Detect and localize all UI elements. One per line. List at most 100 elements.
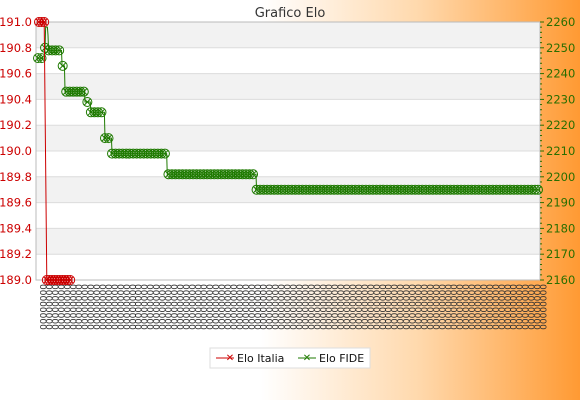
x-tick-label: 00000000: [216, 284, 226, 330]
x-tick-label: 00000000: [525, 284, 535, 330]
fide-point: [163, 169, 174, 180]
right-tick-label: 2190: [546, 196, 575, 210]
x-tick-label: 00000000: [501, 284, 511, 330]
fide-point: [47, 45, 58, 56]
x-tick-label: 00000000: [376, 284, 386, 330]
fide-point: [406, 184, 417, 195]
fide-point: [36, 53, 47, 64]
fide-point: [174, 169, 185, 180]
fide-point: [226, 169, 237, 180]
plot-band: [36, 125, 540, 151]
fide-point-cross: [84, 98, 91, 106]
x-tick-label: 00000000: [275, 284, 285, 330]
x-tick-label: 00000000: [85, 284, 95, 330]
series-elo-italia: [34, 17, 76, 285]
x-tick-label: 00000000: [251, 284, 261, 330]
fide-point: [248, 169, 259, 180]
fide-point: [240, 169, 251, 180]
fide-point-cross: [531, 186, 539, 194]
x-tick-label: 00000000: [513, 284, 523, 330]
x-tick-label: 00000000: [412, 284, 422, 330]
x-tick-label: 00000000: [108, 284, 118, 330]
fide-point: [410, 184, 421, 195]
plot-band: [36, 22, 540, 48]
fide-point: [463, 184, 474, 195]
fide-point-cross: [105, 134, 112, 142]
fide-point: [332, 184, 343, 195]
fide-point: [491, 184, 502, 195]
legend-marker-fide: ✕: [303, 353, 311, 364]
fide-point: [265, 184, 276, 195]
fide-point: [466, 184, 477, 195]
x-tick-label: 00000000: [293, 284, 303, 330]
fide-point: [477, 184, 488, 195]
fide-point: [57, 60, 68, 71]
fide-point: [181, 169, 192, 180]
right-tick-label: 2220: [546, 118, 575, 132]
fide-point: [297, 184, 308, 195]
x-tick-label: 00000000: [448, 284, 458, 330]
italia-point-cross: [64, 276, 71, 284]
x-tick-label: 00000000: [210, 284, 220, 330]
x-tick-label: 00000000: [132, 284, 142, 330]
x-tick-label: 00000000: [477, 284, 487, 330]
fide-point-cross: [38, 54, 45, 62]
fide-point: [96, 107, 107, 118]
x-tick-label: 00000000: [388, 284, 398, 330]
fide-point: [494, 184, 505, 195]
legend-box: [209, 347, 371, 369]
fide-point: [75, 86, 86, 97]
legend-label-fide: Elo FIDE: [319, 352, 364, 365]
plot-band: [36, 73, 540, 100]
x-tick-label: 00000000: [245, 284, 255, 330]
x-tick-label: 00000000: [537, 284, 547, 330]
left-axis: 189.0 189.2 189.4 189.6 189.8 190.0 190.2 190.4…: [0, 15, 32, 287]
x-tick-label: 00000000: [460, 284, 470, 330]
fide-point: [286, 184, 297, 195]
x-tick-label: 00000000: [370, 284, 380, 330]
fide-point: [121, 148, 132, 159]
fide-point: [293, 184, 304, 195]
fide-point: [445, 184, 456, 195]
x-tick-label: 00000000: [204, 284, 214, 330]
fide-point: [318, 184, 329, 195]
fide-point: [441, 184, 452, 195]
fide-point: [78, 86, 89, 97]
fide-point: [191, 169, 202, 180]
fide-point: [307, 184, 318, 195]
left-tick-label: 190.4: [0, 92, 32, 106]
fide-point: [399, 184, 410, 195]
fide-point: [392, 184, 403, 195]
x-tick-label: 00000000: [233, 284, 243, 330]
fide-point: [166, 169, 177, 180]
x-tick-label: 00000000: [120, 284, 130, 330]
x-tick-label: 00000000: [156, 284, 166, 330]
right-tick-label: 2160: [546, 273, 575, 287]
fide-point: [498, 184, 509, 195]
italia-point-cross: [48, 276, 56, 284]
fide-point: [202, 169, 213, 180]
fide-point: [138, 148, 149, 159]
x-tick-label: 00000000: [329, 284, 339, 330]
fide-point: [456, 184, 467, 195]
right-tick-label: 2260: [546, 15, 575, 29]
x-tick-label: 00000000: [162, 284, 172, 330]
fide-point: [448, 184, 459, 195]
x-tick-label: 00000000: [43, 284, 53, 330]
x-tick-label: 00000000: [364, 284, 374, 330]
italia-point: [62, 275, 73, 285]
italia-point-cross: [46, 276, 53, 284]
fide-point: [82, 96, 93, 107]
fide-point: [117, 148, 128, 159]
fide-point: [431, 184, 442, 195]
fide-point: [420, 184, 431, 195]
fide-point: [385, 184, 396, 195]
fide-point: [85, 107, 96, 118]
fide-point: [434, 184, 445, 195]
x-tick-label: 00000000: [102, 284, 112, 330]
fide-point: [71, 86, 82, 97]
fide-point: [195, 169, 206, 180]
x-tick-label: 00000000: [281, 284, 291, 330]
x-tick-label: 00000000: [97, 284, 107, 330]
fide-point: [523, 184, 534, 195]
